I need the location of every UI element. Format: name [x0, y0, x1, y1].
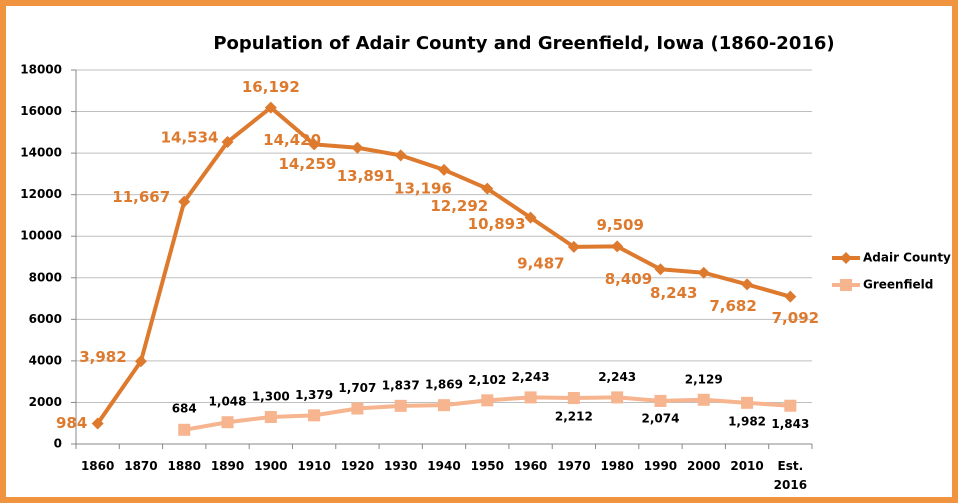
point: [178, 195, 191, 208]
x-tick-label: Est. 2016: [773, 459, 808, 492]
data-label: 2,129: [685, 372, 723, 386]
y-tick-label: 6000: [29, 312, 62, 326]
data-label: 984: [56, 414, 87, 432]
point: [524, 211, 537, 224]
data-label: 2,212: [555, 410, 593, 424]
x-tick-label: 1990: [643, 459, 678, 473]
data-label: 1,300: [252, 389, 290, 403]
x-tick-label: 2010: [730, 459, 764, 473]
data-label: 1,837: [382, 378, 420, 392]
point: [611, 240, 624, 253]
y-tick-label: 18000: [20, 63, 62, 77]
data-label: 7,092: [772, 309, 819, 327]
x-tick-label: 1980: [600, 459, 634, 473]
data-label: 1,843: [771, 417, 809, 431]
y-tick-label: 4000: [29, 353, 62, 367]
data-label: 13,891: [337, 167, 395, 185]
x-tick-label: 1860: [80, 459, 115, 473]
point: [741, 278, 754, 291]
data-label: 10,893: [468, 215, 526, 233]
point: [567, 240, 580, 253]
data-label: 2,074: [641, 411, 679, 425]
point: [567, 392, 580, 405]
point: [611, 391, 624, 404]
data-label: 13,196: [394, 179, 452, 197]
point: [784, 399, 797, 412]
data-label: 14,534: [161, 129, 219, 147]
point: [308, 409, 321, 422]
x-tick-label: 1870: [124, 459, 158, 473]
x-tick-label: 1960: [513, 459, 548, 473]
data-label: 11,667: [112, 188, 170, 206]
point: [481, 182, 494, 195]
legend-label: Adair County: [863, 251, 951, 265]
point: [438, 163, 450, 176]
data-label: 8,409: [605, 270, 652, 288]
point: [394, 149, 407, 162]
data-label: 1,048: [209, 395, 247, 409]
data-label: 1,982: [728, 414, 766, 428]
x-tick-label: 2000: [687, 459, 721, 473]
point: [741, 396, 754, 409]
legend-label: Greenfield: [863, 278, 933, 292]
y-tick-label: 14000: [20, 146, 62, 160]
point: [840, 279, 852, 291]
data-label: 3,982: [79, 348, 126, 366]
point: [654, 394, 667, 407]
chart-title: Population of Adair County and Greenfiel…: [213, 33, 834, 54]
data-label: 14,420: [263, 131, 321, 149]
point: [264, 101, 277, 114]
point: [697, 393, 710, 406]
x-tick-label: 1930: [383, 459, 418, 473]
point: [308, 138, 321, 151]
data-label: 2,243: [598, 370, 636, 384]
x-tick-label: 1900: [254, 459, 288, 473]
point: [840, 252, 852, 264]
data-label: 9,487: [517, 254, 564, 272]
x-tick-label: 1890: [210, 459, 245, 473]
x-tick-label: 1970: [557, 459, 591, 473]
point: [394, 399, 407, 412]
point: [221, 136, 234, 149]
point: [351, 141, 364, 154]
point: [178, 423, 191, 436]
y-tick-label: 0: [54, 437, 62, 451]
data-label: 1,379: [295, 388, 333, 402]
point: [438, 399, 450, 412]
point: [351, 402, 364, 415]
point: [524, 391, 537, 404]
data-label: 2,102: [468, 373, 506, 387]
x-tick-label: 1940: [427, 459, 461, 473]
y-tick-label: 2000: [29, 395, 62, 409]
y-tick-label: 10000: [20, 229, 62, 243]
data-label: 16,192: [242, 78, 300, 96]
y-tick-label: 8000: [29, 270, 62, 284]
data-label: 9,509: [596, 216, 643, 234]
x-tick-label: 1880: [167, 459, 201, 473]
y-tick-label: 16000: [20, 104, 62, 118]
point: [697, 266, 710, 279]
data-label: 1,707: [338, 381, 376, 395]
point: [264, 410, 277, 423]
point: [91, 417, 104, 430]
point: [134, 355, 147, 368]
data-label: 1,869: [425, 378, 463, 392]
point: [481, 394, 494, 407]
point: [784, 290, 797, 303]
data-label: 2,243: [512, 370, 550, 384]
data-label: 14,259: [278, 155, 336, 173]
x-tick-label: 1910: [297, 459, 331, 473]
data-label: 12,292: [430, 197, 488, 215]
x-tick-label: 1920: [340, 459, 375, 473]
y-tick-label: 12000: [20, 187, 62, 201]
data-label: 7,682: [709, 297, 756, 315]
data-label: 8,243: [650, 284, 697, 302]
x-tick-label: 1950: [470, 459, 504, 473]
point: [221, 416, 234, 429]
data-label: 684: [172, 401, 197, 415]
point: [654, 263, 667, 276]
